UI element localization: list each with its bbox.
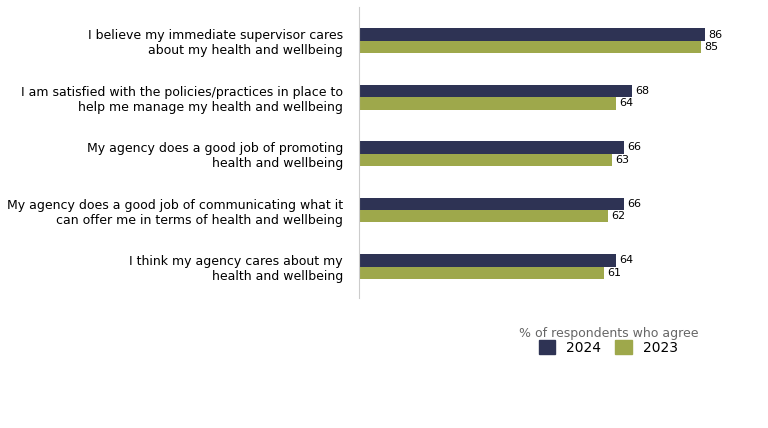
Bar — [359, 254, 617, 267]
Bar — [359, 210, 608, 223]
Text: 64: 64 — [620, 256, 634, 265]
Text: 64: 64 — [620, 98, 634, 108]
Text: % of respondents who agree: % of respondents who agree — [518, 327, 698, 339]
Text: 86: 86 — [708, 30, 722, 40]
Bar — [359, 267, 604, 279]
Text: 66: 66 — [627, 143, 641, 152]
Legend: 2024, 2023: 2024, 2023 — [533, 334, 684, 360]
Bar — [359, 97, 617, 110]
Text: 85: 85 — [704, 42, 718, 52]
Bar — [359, 141, 624, 154]
Text: 68: 68 — [636, 86, 650, 96]
Text: 66: 66 — [627, 199, 641, 209]
Text: 61: 61 — [607, 268, 621, 278]
Text: 63: 63 — [615, 155, 630, 165]
Bar — [359, 85, 632, 97]
Bar — [359, 154, 612, 166]
Text: 62: 62 — [611, 211, 626, 221]
Bar — [359, 41, 700, 53]
Bar — [359, 28, 705, 41]
Bar — [359, 198, 624, 210]
